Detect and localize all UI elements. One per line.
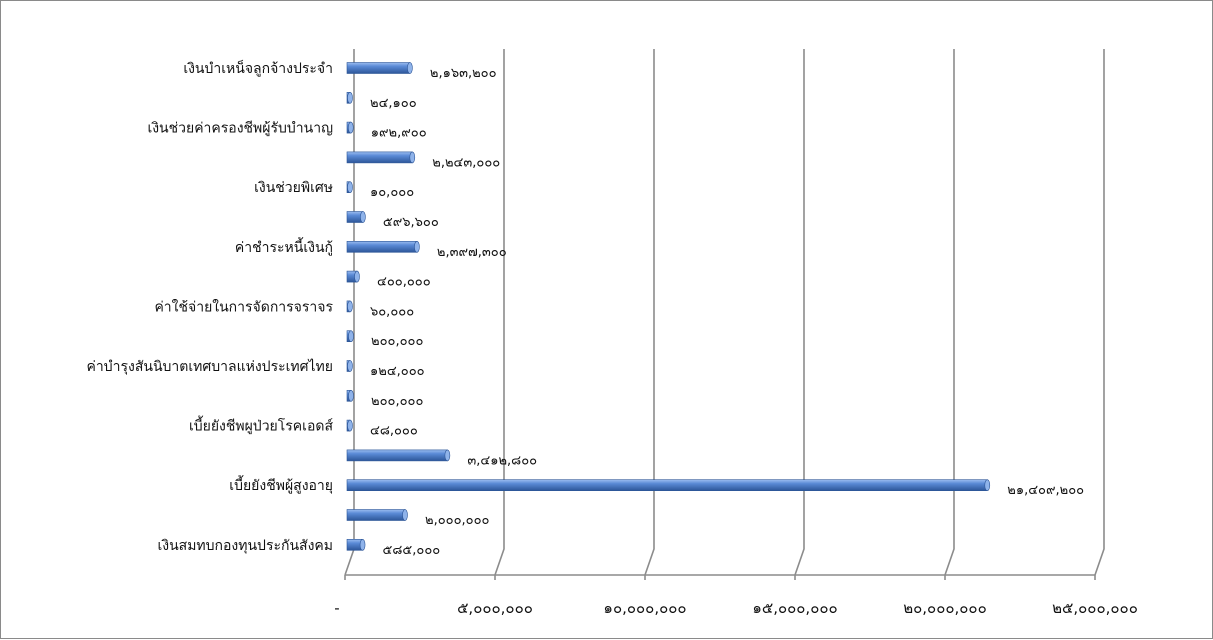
category-label: ค่าบำรุงสันนิบาตเทศบาลแห่งประเทศไทย bbox=[87, 358, 333, 375]
category-label: เบี้ยยังชีพผู้สูงอายุ bbox=[229, 475, 333, 494]
data-label: ๖๐,๐๐๐ bbox=[370, 304, 414, 319]
bar bbox=[346, 62, 413, 74]
bar bbox=[346, 241, 420, 253]
bar bbox=[346, 270, 360, 283]
bar-body bbox=[346, 509, 406, 521]
x-tick-label: ๕,๐๐๐,๐๐๐ bbox=[457, 599, 533, 617]
data-label: ๑๒๔,๐๐๐ bbox=[370, 364, 425, 379]
bar-cap bbox=[347, 419, 353, 432]
data-label: ๕๙๖,๖๐๐ bbox=[383, 215, 439, 230]
gridline bbox=[1094, 49, 1105, 576]
data-label: ๒๐๐,๐๐๐ bbox=[371, 394, 423, 409]
data-label: ๒,๑๖๓,๒๐๐ bbox=[430, 66, 497, 81]
data-label: ๒,๓๙๗,๓๐๐ bbox=[437, 245, 507, 260]
bar-body bbox=[346, 449, 448, 462]
bar-body bbox=[346, 479, 988, 492]
gridlines bbox=[344, 49, 1105, 580]
bar-cap bbox=[348, 389, 354, 402]
bar-cap bbox=[347, 300, 353, 313]
bar-body bbox=[346, 241, 418, 253]
category-label: เงินสมทบกองทุนประกันสังคม bbox=[157, 538, 333, 554]
x-tick-label: ๑๐,๐๐๐,๐๐๐ bbox=[603, 599, 686, 617]
bar-body bbox=[346, 62, 411, 74]
data-label: ๒,๒๔๓,๐๐๐ bbox=[432, 155, 500, 170]
x-tick-label: ๑๕,๐๐๐,๐๐๐ bbox=[752, 599, 837, 617]
bar bbox=[346, 300, 353, 313]
data-label: ๓,๔๑๒,๘๐๐ bbox=[467, 453, 537, 468]
bar-cap bbox=[347, 121, 354, 134]
bar-cap bbox=[348, 330, 354, 343]
data-label: ๑๐,๐๐๐ bbox=[370, 185, 414, 200]
bar bbox=[346, 538, 366, 551]
bar-cap bbox=[347, 181, 353, 193]
bar bbox=[346, 389, 354, 402]
bar-cap bbox=[409, 151, 416, 164]
category-label: เบี้ยยังชีพผูป่วยโรคเอดส์ bbox=[189, 416, 333, 435]
x-tick-label: ๒๕,๐๐๐,๐๐๐ bbox=[1052, 599, 1138, 617]
bar-body bbox=[346, 151, 413, 164]
bar bbox=[346, 360, 353, 372]
labels: - ๕,๐๐๐,๐๐๐ ๑๐,๐๐๐,๐๐๐ ๑๕,๐๐๐,๐๐๐ ๒๐,๐๐๐,๐๐๐… bbox=[87, 59, 1138, 617]
bar-cap bbox=[360, 211, 366, 223]
bar bbox=[346, 121, 354, 134]
bar bbox=[346, 151, 416, 164]
bar bbox=[346, 92, 353, 104]
category-label: เงินช่วยค่าครองชีพผู้รับบำนาญ bbox=[147, 121, 333, 137]
bar bbox=[346, 330, 354, 343]
data-label: ๑๙๒,๙๐๐ bbox=[371, 126, 427, 141]
bars bbox=[346, 62, 991, 551]
category-label: ค่าใช้จ่ายในการจัดการจราจร bbox=[154, 298, 333, 315]
bar-cap bbox=[402, 509, 408, 521]
category-label: ค่าชำระหนี้เงินกู้ bbox=[235, 237, 333, 256]
bar-cap bbox=[354, 270, 360, 283]
bar bbox=[346, 419, 353, 432]
gridline bbox=[794, 49, 805, 576]
data-label: ๕๘๕,๐๐๐ bbox=[383, 543, 441, 558]
x-tick-label: ๒๐,๐๐๐,๐๐๐ bbox=[903, 599, 987, 617]
bar bbox=[346, 211, 366, 223]
data-label: ๒,๐๐๐,๐๐๐ bbox=[425, 513, 490, 528]
bar-cap bbox=[359, 538, 366, 551]
data-label: ๒๑,๔๐๙,๒๐๐ bbox=[1007, 483, 1084, 498]
data-label: ๔๘,๐๐๐ bbox=[370, 424, 418, 439]
category-label: เงินช่วยพิเศษ bbox=[254, 180, 333, 196]
bar-cap bbox=[414, 241, 420, 253]
gridline bbox=[944, 49, 955, 576]
bar bbox=[346, 449, 451, 462]
gridline bbox=[494, 49, 505, 576]
x-tick-label: - bbox=[334, 599, 339, 617]
bar-cap bbox=[347, 92, 353, 104]
data-label: ๒๔,๑๐๐ bbox=[370, 96, 417, 111]
data-label: ๒๐๐,๐๐๐ bbox=[371, 334, 423, 349]
data-label: ๔๐๐,๐๐๐ bbox=[377, 275, 431, 290]
gridline bbox=[644, 49, 655, 576]
bar bbox=[346, 181, 353, 193]
bar bbox=[346, 479, 991, 492]
bar bbox=[346, 509, 408, 521]
bar-cap bbox=[347, 360, 353, 372]
bar-cap bbox=[407, 62, 413, 74]
bar-cap bbox=[984, 479, 991, 492]
category-label: เงินบำเหน็จลูกจ้างประจำ bbox=[183, 59, 333, 77]
bar-cap bbox=[444, 449, 451, 462]
